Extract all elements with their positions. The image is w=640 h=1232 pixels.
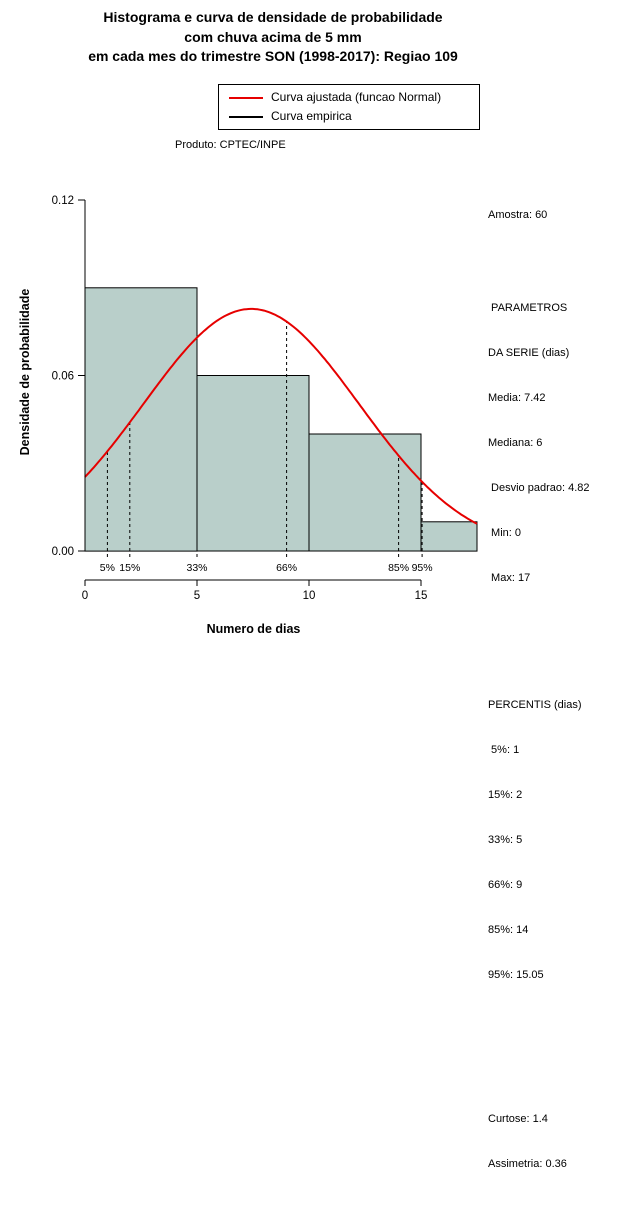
- plot-page: 5% 15% 33% 66% 85% 95% 0.00 0.06 0.12 0 5 10 15 Hist…: [0, 8, 590, 1170]
- sample-size-line: Amostra: 60: [488, 209, 548, 221]
- legend-entry-empirical: Curva empirica: [229, 110, 479, 123]
- chart-title-line-2: com chuva acima de 5 mm: [184, 28, 362, 45]
- x-tick-label: 5: [194, 590, 200, 602]
- chart-canvas: 5% 15% 33% 66% 85% 95% 0.00 0.06 0.12 0 5 10 15: [52, 195, 478, 602]
- legend-label-fitted: Curva ajustada (funcao Normal): [271, 90, 442, 104]
- percentile-tick-label: 66%: [276, 562, 297, 574]
- chart-title-line-3: em cada mes do trimestre SON (1998-2017)…: [88, 48, 458, 64]
- histogram-bar: [420, 521, 478, 552]
- chart-title-line-1: Histograma e curva de densidade de proba…: [103, 9, 443, 25]
- histogram-bar: [196, 375, 310, 552]
- percentiles-block: PERCENTIS (dias) 5%: 1 15%: 2 33%: 5 66%…: [488, 668, 590, 1013]
- x-axis-title: Numero de dias: [206, 622, 301, 636]
- product-annotation: Produto: CPTEC/INPE: [175, 139, 286, 151]
- percentile-tick-label: 5%: [100, 562, 115, 574]
- histogram-bar: [308, 433, 422, 552]
- param-max: Max: 17: [488, 572, 531, 584]
- y-tick-label: 0.06: [52, 371, 74, 383]
- y-axis-title: Densidade de probabilidade: [18, 288, 32, 456]
- y-tick-label: 0.00: [52, 546, 74, 558]
- chart-title: Histograma e curva de densidade de proba…: [0, 8, 546, 67]
- percentile-tick-label: 95%: [412, 562, 433, 574]
- kurtosis-line: Curtose: 1.4: [488, 1113, 548, 1125]
- legend-entry-fitted: Curva ajustada (funcao Normal): [229, 91, 479, 104]
- percentile-95: 95%: 15.05: [488, 969, 544, 981]
- moments-block: Curtose: 1.4 Assimetria: 0.36: [488, 1082, 590, 1202]
- percentile-tick-label: 33%: [186, 562, 207, 574]
- param-min: Min: 0: [488, 527, 522, 539]
- percentile-tick-label: 85%: [388, 562, 409, 574]
- percentile-85: 85%: 14: [488, 924, 529, 936]
- percentiles-header: PERCENTIS (dias): [488, 699, 582, 711]
- percentile-5: 5%: 1: [488, 744, 520, 756]
- parameters-header-1: PARAMETROS: [488, 302, 568, 314]
- x-tick-label: 15: [415, 590, 428, 602]
- x-tick-label: 0: [82, 590, 88, 602]
- empirical-curve-line-icon: [229, 115, 263, 118]
- legend: Curva ajustada (funcao Normal) Curva emp…: [218, 84, 480, 130]
- fitted-curve-line-icon: [229, 96, 263, 99]
- percentile-15: 15%: 2: [488, 789, 523, 801]
- histogram-bar: [84, 287, 198, 552]
- skewness-line: Assimetria: 0.36: [488, 1158, 567, 1170]
- percentile-66: 66%: 9: [488, 879, 523, 891]
- parameters-header-2: DA SERIE (dias): [488, 347, 570, 359]
- param-desvio: Desvio padrao: 4.82: [488, 482, 590, 494]
- percentile-33: 33%: 5: [488, 834, 523, 846]
- fitted-curve: [84, 307, 478, 525]
- param-media: Media: 7.42: [488, 392, 546, 404]
- param-mediana: Mediana: 6: [488, 437, 543, 449]
- parameters-block: PARAMETROS DA SERIE (dias) Media: 7.42 M…: [488, 271, 590, 616]
- y-tick-label: 0.12: [52, 195, 74, 207]
- legend-label-empirical: Curva empirica: [271, 109, 352, 123]
- x-tick-label: 10: [303, 590, 316, 602]
- percentile-tick-label: 15%: [119, 562, 140, 574]
- stats-panel: Amostra: 60 PARAMETROS DA SERIE (dias) M…: [488, 178, 590, 1232]
